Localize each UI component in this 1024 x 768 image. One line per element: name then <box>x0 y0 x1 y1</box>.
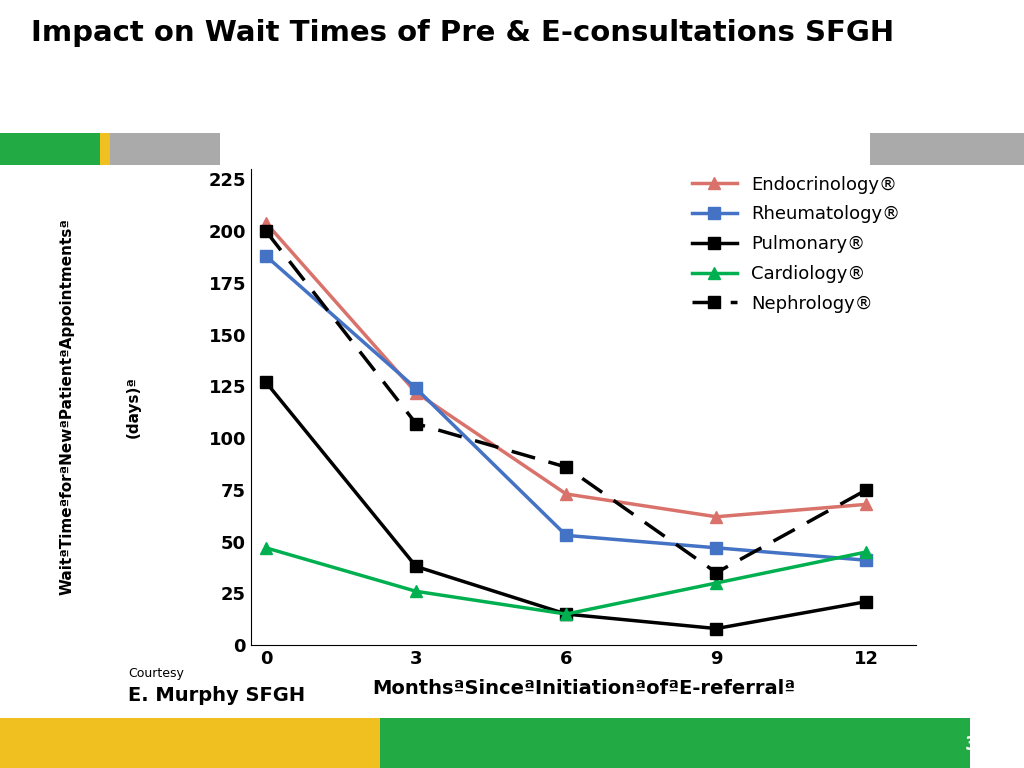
Legend: Endocrinology®, Rheumatology®, Pulmonary®, Cardiology®, Nephrology®: Endocrinology®, Rheumatology®, Pulmonary… <box>684 168 907 319</box>
Text: Courtesy: Courtesy <box>128 667 184 680</box>
Text: (days)ª: (days)ª <box>126 376 140 438</box>
X-axis label: MonthsªSinceªInitiationªofªE-referralª: MonthsªSinceªInitiationªofªE-referralª <box>372 679 796 698</box>
Text: E. Murphy SFGH: E. Murphy SFGH <box>128 686 305 705</box>
Text: WaitªTimeªforªNewªPatientªAppointmentsª: WaitªTimeªforªNewªPatientªAppointmentsª <box>59 219 74 595</box>
Text: 37: 37 <box>965 736 991 754</box>
Text: Impact on Wait Times of Pre & E-consultations SFGH: Impact on Wait Times of Pre & E-consulta… <box>31 19 894 47</box>
